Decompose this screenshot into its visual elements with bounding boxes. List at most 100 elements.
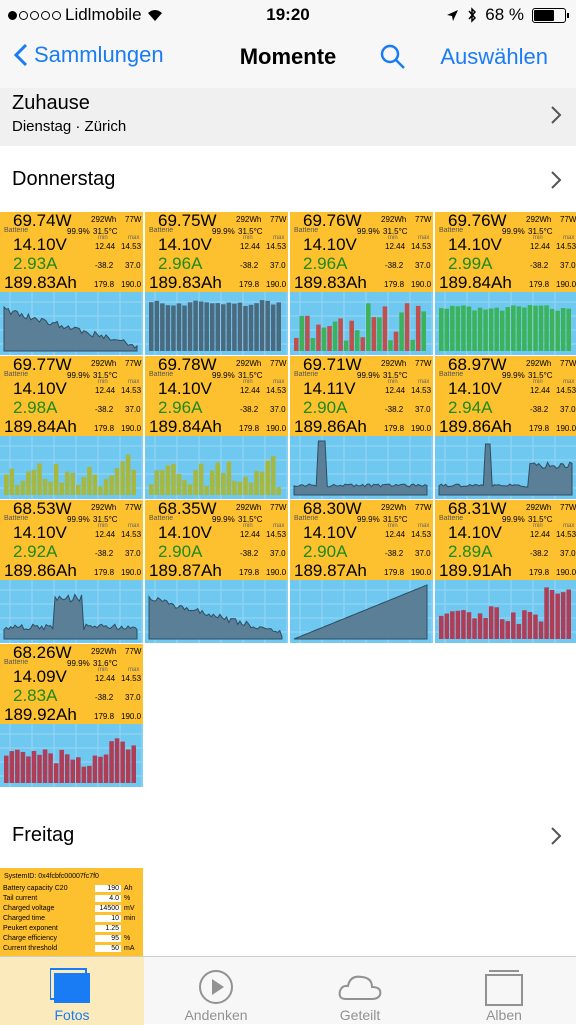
plot-graph bbox=[290, 436, 433, 499]
soc-value: 99.9% bbox=[67, 659, 90, 668]
min-label: min bbox=[388, 235, 398, 241]
system-id: SystemID: 0x4fcbfc00007fc7f0 bbox=[4, 873, 99, 880]
soc-value: 99.9% bbox=[67, 515, 90, 524]
power-max-label: 77W bbox=[270, 503, 287, 512]
photo-thumbnail-settings[interactable]: SystemID: 0x4fcbfc00007fc7f0 Battery cap… bbox=[0, 868, 143, 956]
photo-thumbnail[interactable]: 68.53W 292Wh 77W Batterie 99.9% 31.5°C m… bbox=[0, 500, 143, 643]
voltage-max: 14.53 bbox=[121, 386, 142, 395]
max-label: max bbox=[273, 523, 285, 529]
charge-max: 190.0 bbox=[121, 424, 142, 433]
search-icon[interactable] bbox=[380, 44, 406, 70]
current-min: -38.2 bbox=[95, 549, 114, 558]
current-value: 2.89A bbox=[448, 542, 493, 561]
voltage-min: 12.44 bbox=[95, 242, 116, 251]
voltage-value: 14.10V bbox=[13, 523, 67, 542]
current-min: -38.2 bbox=[240, 549, 259, 558]
photo-thumbnail[interactable]: 69.71W 292Wh 77W Batterie 99.9% 31.5°C m… bbox=[290, 356, 433, 499]
voltage-min: 12.44 bbox=[385, 530, 406, 539]
min-label: min bbox=[98, 379, 108, 385]
voltage-value: 14.10V bbox=[158, 235, 212, 254]
max-label: max bbox=[273, 379, 285, 385]
moment-zuhause[interactable]: Zuhause Dienstag · Zürich bbox=[0, 88, 576, 146]
tab-fotos[interactable]: Fotos bbox=[0, 957, 144, 1025]
photo-thumbnail[interactable]: 68.35W 292Wh 77W Batterie 99.9% 31.5°C m… bbox=[145, 500, 288, 643]
settings-row: Charged voltage 14500 mV bbox=[3, 905, 135, 915]
meter-plot bbox=[435, 292, 576, 355]
tab-alben[interactable]: Alben bbox=[432, 957, 576, 1025]
settings-label: Battery capacity C20 bbox=[3, 885, 68, 892]
settings-row: Current threshold 50 mA bbox=[3, 945, 135, 955]
wifi-icon bbox=[147, 10, 162, 21]
plot-graph bbox=[290, 580, 433, 643]
voltage-max: 14.53 bbox=[556, 242, 576, 251]
charge-value: 189.92Ah bbox=[4, 705, 77, 724]
soc-value: 99.9% bbox=[212, 371, 235, 380]
photo-thumbnail[interactable]: 68.31W 292Wh 77W Batterie 99.9% 31.5°C m… bbox=[435, 500, 576, 643]
settings-label: Tail current bbox=[3, 895, 38, 902]
photo-thumbnail[interactable]: 69.76W 292Wh 77W Batterie 99.9% 31.5°C m… bbox=[435, 212, 576, 355]
select-button[interactable]: Auswählen bbox=[440, 44, 548, 69]
voltage-max: 14.53 bbox=[266, 386, 287, 395]
min-label: min bbox=[533, 523, 543, 529]
meter-panel: 69.74W 292Wh 77W Batterie 99.9% 31.5°C m… bbox=[0, 212, 143, 292]
current-min: -38.2 bbox=[95, 693, 114, 702]
charge-value: 189.84Ah bbox=[4, 417, 77, 436]
soc-value: 99.9% bbox=[502, 227, 525, 236]
power-max-label: 77W bbox=[415, 503, 432, 512]
plot-graph bbox=[435, 292, 576, 355]
chevron-right-icon[interactable] bbox=[550, 826, 562, 846]
meter-plot bbox=[435, 580, 576, 643]
temperature-value: 31.5°C bbox=[238, 371, 263, 380]
voltage-max: 14.53 bbox=[121, 674, 142, 683]
photo-thumbnail[interactable]: 68.26W 292Wh 77W Batterie 99.9% 31.6°C m… bbox=[0, 644, 143, 787]
section-freitag[interactable]: Freitag bbox=[12, 824, 75, 846]
current-min: -38.2 bbox=[240, 261, 259, 270]
meter-plot bbox=[0, 436, 143, 499]
charge-max: 190.0 bbox=[266, 568, 287, 577]
settings-row: Tail current 4.0 % bbox=[3, 895, 130, 905]
photo-thumbnail[interactable]: 68.30W 292Wh 77W Batterie 99.9% 31.5°C m… bbox=[290, 500, 433, 643]
current-min: -38.2 bbox=[95, 405, 114, 414]
current-value: 2.93A bbox=[13, 254, 58, 273]
voltage-value: 14.10V bbox=[303, 523, 357, 542]
status-bar: Lidlmobile 19:20 68 % bbox=[0, 0, 576, 30]
battery-icon bbox=[532, 7, 569, 23]
settings-value: 14500 bbox=[95, 905, 121, 912]
charge-max: 190.0 bbox=[121, 280, 142, 289]
battery-label: Batterie bbox=[4, 659, 29, 666]
photo-thumbnail[interactable]: 69.76W 292Wh 77W Batterie 99.9% 31.5°C m… bbox=[290, 212, 433, 355]
power-value: 68.31W bbox=[448, 500, 507, 518]
plot-graph bbox=[0, 724, 143, 787]
power-value: 68.26W bbox=[13, 644, 72, 662]
carrier-name: Lidlmobile bbox=[65, 5, 142, 24]
section-donnerstag[interactable]: Donnerstag bbox=[12, 168, 116, 190]
photo-thumbnail[interactable]: 69.78W 292Wh 77W Batterie 99.9% 31.5°C m… bbox=[145, 356, 288, 499]
meter-panel: 68.53W 292Wh 77W Batterie 99.9% 31.5°C m… bbox=[0, 500, 143, 580]
soc-value: 99.9% bbox=[212, 515, 235, 524]
current-value: 2.90A bbox=[303, 398, 348, 417]
charge-min: 179.8 bbox=[529, 280, 550, 289]
temperature-value: 31.5°C bbox=[528, 371, 553, 380]
status-time: 19:20 bbox=[266, 5, 310, 24]
chevron-right-icon[interactable] bbox=[550, 170, 562, 190]
back-button[interactable]: Sammlungen bbox=[14, 42, 164, 68]
tab-geteilt[interactable]: Geteilt bbox=[288, 957, 432, 1025]
meter-plot bbox=[0, 724, 143, 787]
photo-thumbnail[interactable]: 69.74W 292Wh 77W Batterie 99.9% 31.5°C m… bbox=[0, 212, 143, 355]
current-min: -38.2 bbox=[240, 405, 259, 414]
tab-andenken[interactable]: Andenken bbox=[144, 957, 288, 1025]
power-max-label: 77W bbox=[560, 215, 576, 224]
energy-label: 292Wh bbox=[381, 503, 407, 512]
battery-label: Batterie bbox=[149, 371, 174, 378]
max-label: max bbox=[128, 235, 140, 241]
power-max-label: 77W bbox=[270, 359, 287, 368]
photo-thumbnail[interactable]: 69.77W 292Wh 77W Batterie 99.9% 31.5°C m… bbox=[0, 356, 143, 499]
photo-thumbnail[interactable]: 69.75W 292Wh 77W Batterie 99.9% 31.5°C m… bbox=[145, 212, 288, 355]
meter-panel: 68.30W 292Wh 77W Batterie 99.9% 31.5°C m… bbox=[290, 500, 433, 580]
energy-label: 292Wh bbox=[91, 647, 117, 656]
power-value: 69.71W bbox=[303, 356, 362, 374]
photo-thumbnail[interactable]: 68.97W 292Wh 77W Batterie 99.9% 31.5°C m… bbox=[435, 356, 576, 499]
photos-icon bbox=[50, 968, 90, 1003]
energy-label: 292Wh bbox=[526, 503, 552, 512]
charge-max: 190.0 bbox=[411, 568, 432, 577]
